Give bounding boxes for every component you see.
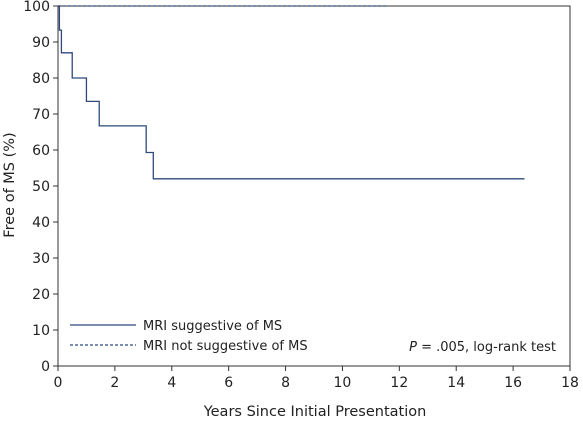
y-tick-label: 60 bbox=[32, 143, 50, 159]
y-tick-label: 0 bbox=[41, 359, 50, 375]
legend-label: MRI not suggestive of MS bbox=[143, 339, 308, 354]
y-tick-label: 100 bbox=[23, 0, 50, 15]
x-tick-label: 16 bbox=[504, 375, 522, 391]
y-axis-label: Free of MS (%) bbox=[2, 132, 18, 237]
y-tick-label: 10 bbox=[32, 323, 50, 339]
plot-frame bbox=[57, 5, 571, 367]
x-tick-label: 2 bbox=[110, 375, 119, 391]
x-axis-label: Years Since Initial Presentation bbox=[203, 404, 427, 420]
legend: MRI suggestive of MS MRI not suggestive o… bbox=[70, 319, 308, 354]
y-tick-label: 30 bbox=[32, 251, 50, 267]
y-tick-label: 20 bbox=[32, 287, 50, 303]
x-tick-label: 4 bbox=[167, 375, 176, 391]
y-tick-label: 50 bbox=[32, 179, 50, 195]
axes: 0 2 4 6 8 10 12 14 16 18 0 10 20 30 40 50 60 70 80 90 100 bbox=[23, 0, 579, 391]
series-group bbox=[58, 5, 525, 180]
y-tick-label: 70 bbox=[32, 107, 50, 123]
y-tick-label: 90 bbox=[32, 35, 50, 51]
legend-label: MRI suggestive of MS bbox=[143, 319, 282, 334]
y-tick-label: 80 bbox=[32, 71, 50, 87]
series-line-mri-suggestive bbox=[58, 5, 525, 180]
x-tick-label: 12 bbox=[390, 375, 408, 391]
x-tick-label: 14 bbox=[447, 375, 465, 391]
x-tick-label: 0 bbox=[54, 375, 63, 391]
x-tick-label: 6 bbox=[224, 375, 233, 391]
x-tick-label: 8 bbox=[281, 375, 290, 391]
p-value-annotation: P = .005, log-rank test bbox=[409, 340, 556, 355]
x-tick-label: 18 bbox=[561, 375, 579, 391]
y-tick-label: 40 bbox=[32, 215, 50, 231]
x-tick-label: 10 bbox=[334, 375, 352, 391]
